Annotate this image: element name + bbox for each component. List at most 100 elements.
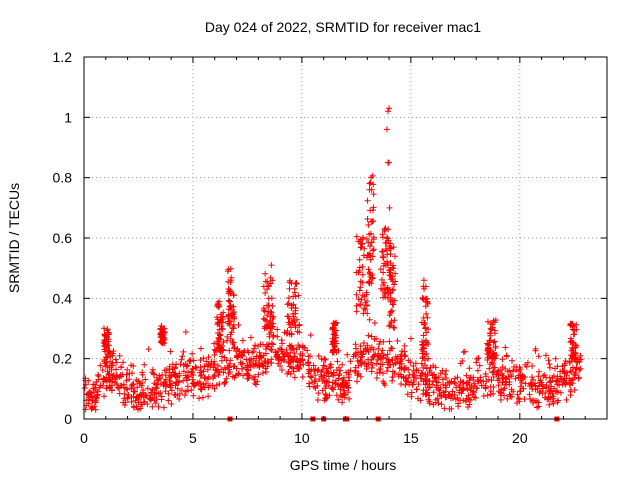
data-point — [197, 385, 204, 392]
data-point — [185, 369, 192, 376]
data-point — [404, 391, 411, 398]
data-point — [203, 380, 210, 387]
data-point — [489, 321, 496, 328]
data-point — [573, 364, 580, 371]
data-point — [385, 358, 392, 365]
data-point — [221, 354, 228, 361]
data-point — [360, 252, 367, 259]
data-point — [261, 316, 268, 323]
data-point — [388, 319, 395, 326]
data-point — [239, 352, 246, 359]
data-point — [288, 280, 295, 287]
y-tick-label: 0.6 — [53, 230, 73, 246]
data-point — [320, 374, 327, 381]
data-point — [158, 339, 165, 346]
data-point — [322, 356, 329, 363]
data-point — [389, 377, 396, 384]
data-point — [364, 197, 371, 204]
data-point — [176, 370, 183, 377]
data-point — [252, 357, 259, 364]
data-point — [353, 378, 360, 385]
data-point — [423, 329, 430, 336]
data-point — [297, 351, 304, 358]
data-point — [307, 332, 314, 339]
data-point — [563, 396, 570, 403]
data-point — [225, 290, 232, 297]
data-point — [256, 355, 263, 362]
data-point — [284, 370, 291, 377]
data-point — [526, 391, 533, 398]
data-point — [497, 366, 504, 373]
data-point — [251, 345, 258, 352]
data-point — [423, 378, 430, 385]
data-point — [398, 365, 405, 372]
data-point — [487, 332, 494, 339]
data-point — [432, 375, 439, 382]
data-point — [420, 283, 427, 290]
axis-ticks: 0 5 10 15 20 0 0.2 0.4 0.6 0.8 1 1.2 — [53, 49, 607, 446]
data-point — [433, 382, 440, 389]
data-point — [151, 397, 158, 404]
data-point — [410, 363, 417, 370]
data-point — [330, 348, 337, 355]
data-point — [546, 401, 553, 408]
data-point — [514, 391, 521, 398]
data-point — [262, 290, 269, 297]
data-point — [223, 375, 230, 382]
data-point — [573, 326, 580, 333]
data-point — [551, 385, 558, 392]
data-point — [288, 318, 295, 325]
data-point — [562, 358, 569, 365]
data-point — [368, 174, 375, 181]
data-point — [182, 329, 189, 336]
data-point — [300, 344, 307, 351]
data-point — [227, 335, 234, 342]
data-point — [359, 263, 366, 270]
data-point — [357, 302, 364, 309]
data-point — [191, 381, 198, 388]
data-point — [460, 397, 467, 404]
data-point — [379, 361, 386, 368]
data-point — [370, 191, 377, 198]
data-point — [390, 244, 397, 251]
data-point — [490, 374, 497, 381]
data-point — [138, 401, 145, 408]
data-point — [402, 352, 409, 359]
data-point — [261, 358, 268, 365]
data-point — [227, 279, 234, 286]
data-point — [113, 359, 120, 366]
data-point — [370, 217, 377, 224]
data-point — [409, 381, 416, 388]
data-point — [367, 179, 374, 186]
data-point — [142, 376, 149, 383]
data-point — [371, 319, 378, 326]
data-point — [306, 380, 313, 387]
data-point — [529, 362, 536, 369]
data-point — [172, 382, 179, 389]
data-point — [442, 394, 449, 401]
data-point — [113, 366, 120, 373]
data-point — [197, 373, 204, 380]
data-point — [193, 365, 200, 372]
data-point — [418, 319, 425, 326]
data-point — [215, 371, 222, 378]
data-point — [128, 398, 135, 405]
data-point — [329, 379, 336, 386]
data-point — [110, 374, 117, 381]
data-point — [179, 353, 186, 360]
data-point — [92, 399, 99, 406]
data-point — [363, 365, 370, 372]
data-point — [575, 374, 582, 381]
data-point — [300, 361, 307, 368]
data-point — [426, 367, 433, 374]
data-point — [286, 330, 293, 337]
data-point — [111, 379, 118, 386]
data-point — [369, 253, 376, 260]
data-point — [160, 325, 167, 332]
data-point — [260, 352, 267, 359]
data-point — [358, 241, 365, 248]
data-point — [205, 373, 212, 380]
data-point — [190, 365, 197, 372]
data-point — [189, 350, 196, 357]
